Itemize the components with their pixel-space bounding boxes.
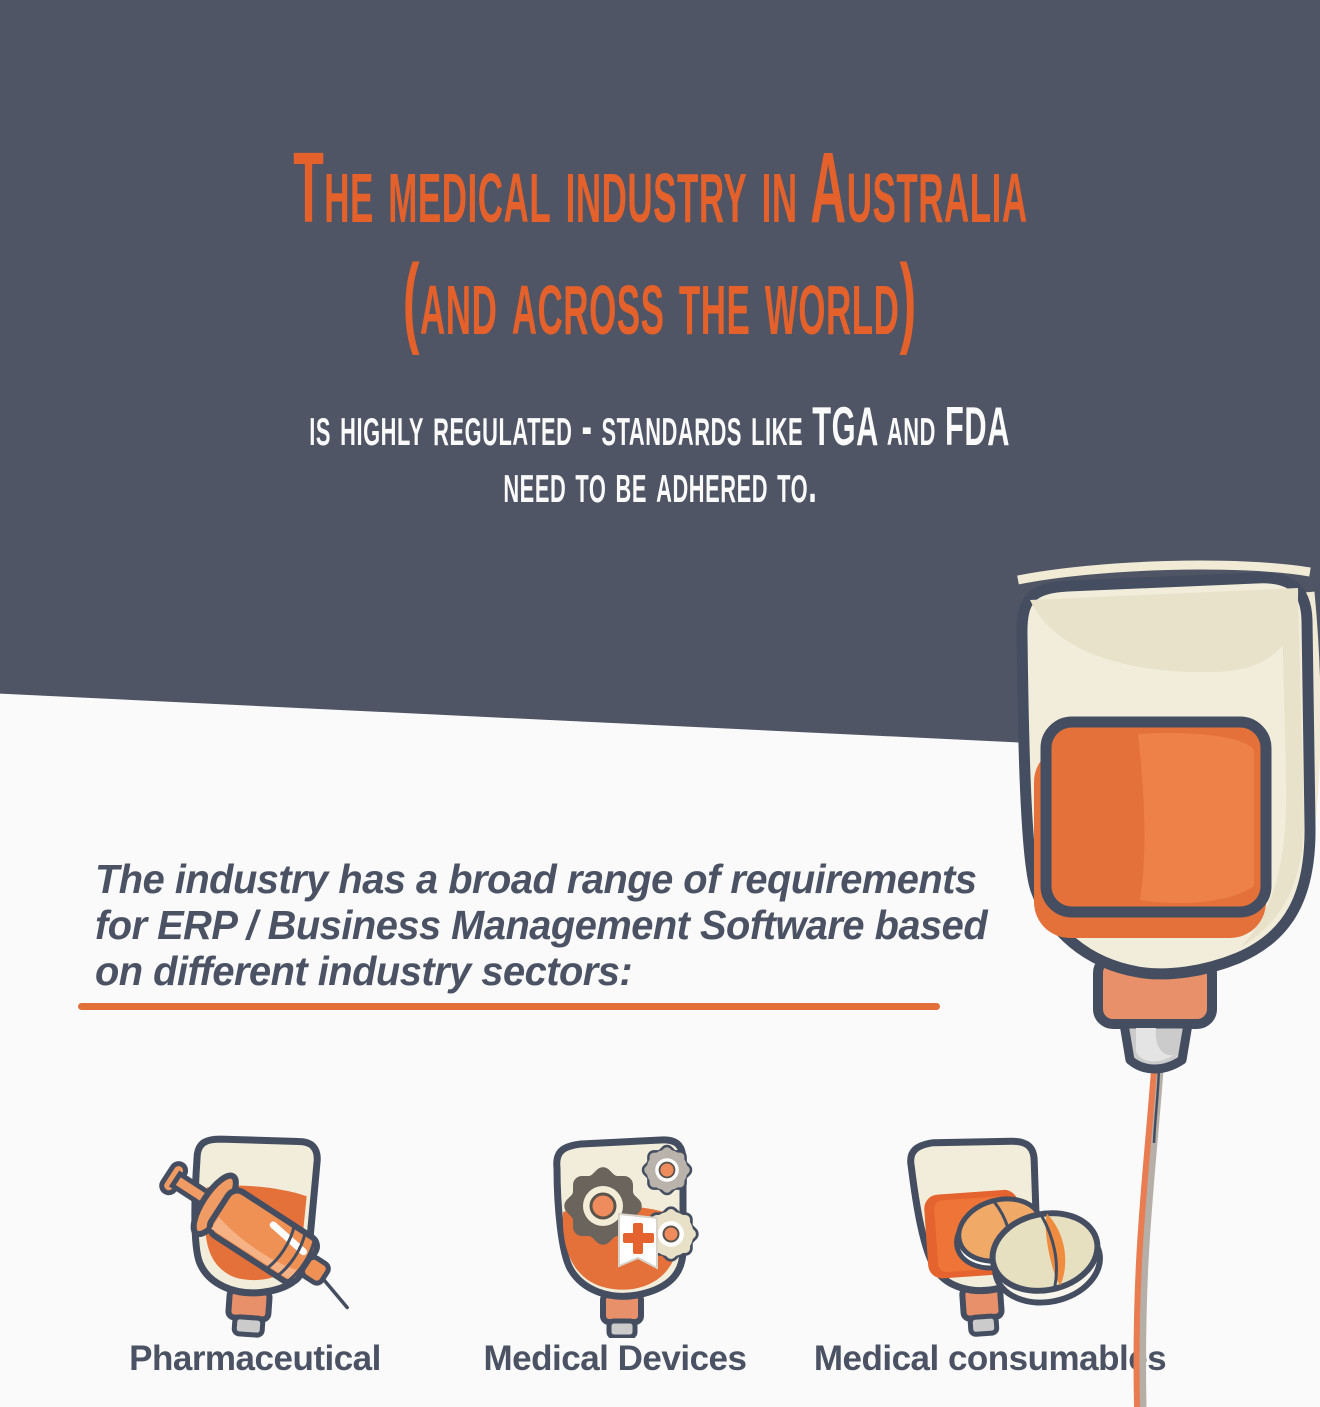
sector-label-medical-consumables: Medical consumables: [813, 1339, 1167, 1378]
title-line-2: (and across the world): [403, 244, 917, 356]
sector-label-pharmaceutical: Pharmaceutical: [129, 1339, 381, 1378]
title-line-1: The medical industry in Australia: [292, 132, 1028, 244]
iv-drip-bag-illustration: [1016, 560, 1320, 1407]
divider-rule: [78, 1003, 940, 1010]
page-subtitle: is highly regulated - standards like TGA…: [0, 398, 1320, 512]
paragraph-line-3: on different industry sectors:: [95, 948, 633, 994]
paragraph-line-2: for ERP / Business Management Software b…: [95, 902, 988, 948]
sector-medical-devices: Medical Devices: [455, 1128, 775, 1378]
sector-pharmaceutical: Pharmaceutical: [105, 1128, 405, 1378]
iv-bag-syringe-icon: [159, 1135, 349, 1338]
sector-medical-consumables: Medical consumables: [800, 1128, 1180, 1378]
sector-label-medical-devices: Medical Devices: [483, 1339, 747, 1378]
medical-cross-ribbon: [618, 1212, 658, 1270]
intro-paragraph: The industry has a broad range of requir…: [95, 856, 1015, 994]
paragraph-line-1: The industry has a broad range of requir…: [95, 856, 977, 902]
page-title: The medical industry in Australia (and a…: [0, 132, 1320, 356]
iv-bag-gears-icon: [553, 1136, 699, 1338]
subtitle-line-1: is highly regulated - standards like TGA…: [309, 395, 1011, 457]
subtitle-line-2: need to be adhered to.: [502, 452, 817, 514]
iv-bag-pills-icon: [907, 1137, 1103, 1337]
